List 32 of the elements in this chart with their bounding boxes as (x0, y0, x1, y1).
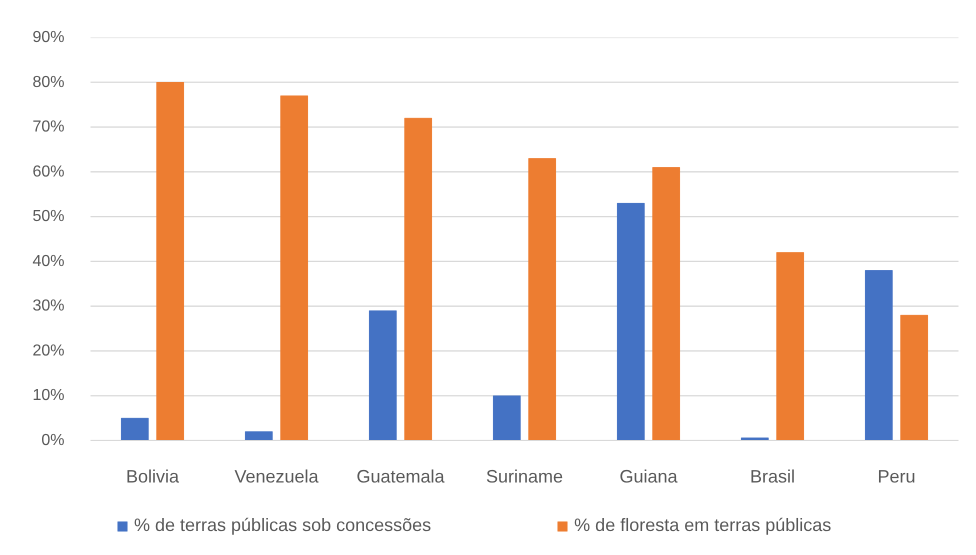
x-tick-label: Guiana (619, 466, 679, 486)
bar (616, 202, 645, 440)
x-tick-label: Guatemala (356, 466, 446, 486)
bar (368, 310, 397, 440)
x-tick-label: Venezuela (234, 466, 320, 486)
legend-label: % de floresta em terras públicas (574, 515, 832, 536)
bar (120, 418, 149, 440)
x-tick-label: Brasil (750, 466, 796, 486)
y-tick-label: 30% (32, 298, 65, 315)
bar (652, 167, 680, 440)
bar (244, 431, 273, 440)
bar (776, 252, 804, 440)
y-tick-label: 50% (32, 208, 65, 226)
bar (864, 270, 893, 440)
y-tick-label: 0% (41, 432, 64, 449)
bar (492, 395, 521, 440)
bar (528, 158, 556, 440)
x-tick-label: Bolivia (126, 466, 180, 486)
legend-label: % de terras públicas sob concessões (134, 515, 432, 536)
y-tick-label: 20% (32, 342, 65, 360)
x-tick-label: Peru (877, 466, 916, 486)
y-tick-label: 80% (32, 74, 65, 91)
y-tick-label: 10% (32, 387, 65, 404)
y-tick-label: 40% (32, 252, 65, 270)
y-tick-label: 60% (32, 163, 65, 180)
y-tick-label: 90% (32, 29, 65, 46)
bar (900, 314, 928, 440)
y-tick-label: 70% (32, 118, 65, 136)
x-tick-label: Suriname (486, 466, 564, 486)
bar (156, 82, 184, 440)
bar (404, 118, 432, 440)
bar (280, 95, 308, 440)
